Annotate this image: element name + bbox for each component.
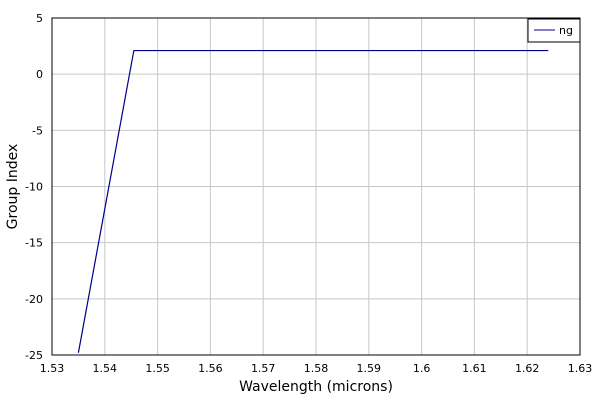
x-tick-label: 1.63 [568, 362, 593, 375]
y-tick-label: -20 [25, 293, 43, 306]
plot-frame [51, 17, 581, 356]
x-tick-label: 1.56 [198, 362, 223, 375]
axis-ticks: 1.53 1.54 1.55 1.56 1.57 1.58 1.59 1.6 1.61 1.62 1… [25, 12, 592, 375]
x-tick-label: 1.62 [515, 362, 540, 375]
x-axis-title: Wavelength (microns) [239, 379, 393, 395]
x-tick-label: 1.57 [251, 362, 276, 375]
y-tick-label: -5 [32, 124, 43, 137]
y-tick-label: 5 [36, 12, 43, 25]
y-tick-label: 0 [36, 68, 43, 81]
legend: ng [527, 18, 581, 43]
x-tick-label: 1.53 [40, 362, 65, 375]
x-tick-label: 1.54 [93, 362, 118, 375]
x-tick-label: 1.59 [357, 362, 382, 375]
x-tick-label: 1.58 [304, 362, 329, 375]
y-tick-label: -10 [25, 181, 43, 194]
y-tick-label: -15 [25, 237, 43, 250]
series-layer [77, 49, 549, 353]
grid-lines [51, 17, 581, 356]
x-tick-label: 1.6 [413, 362, 431, 375]
x-tick-label: 1.61 [462, 362, 487, 375]
legend-label-ng: ng [559, 24, 573, 37]
series-line-ng [77, 49, 549, 353]
x-tick-label: 1.55 [145, 362, 170, 375]
y-axis-title: Group Index [5, 144, 21, 230]
y-tick-label: -25 [25, 349, 43, 362]
